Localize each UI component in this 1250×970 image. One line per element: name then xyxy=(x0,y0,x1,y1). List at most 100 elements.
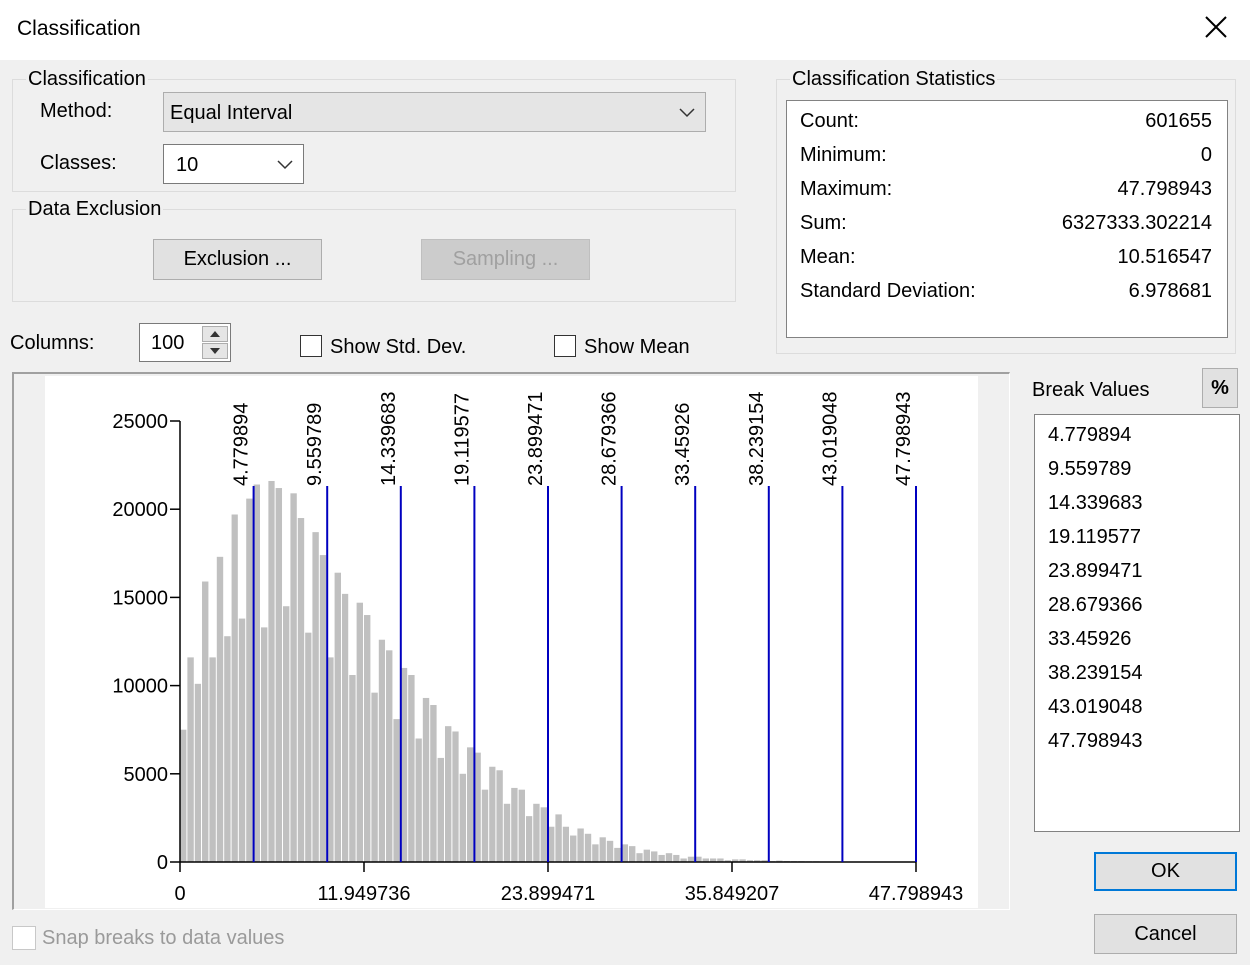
bar xyxy=(290,493,297,862)
stat-label: Sum: xyxy=(800,212,847,234)
bar xyxy=(717,858,724,862)
bar xyxy=(437,757,444,862)
bar xyxy=(584,833,592,862)
bar xyxy=(761,860,768,862)
bar xyxy=(518,789,525,862)
bar xyxy=(739,859,746,862)
statistics-group xyxy=(776,79,1236,354)
bar xyxy=(606,840,614,862)
group-legend: Data Exclusion xyxy=(26,198,164,220)
checkbox xyxy=(12,926,36,950)
bar xyxy=(673,854,680,862)
bar xyxy=(349,675,356,862)
bar xyxy=(452,731,459,862)
bar xyxy=(364,615,371,862)
checkbox-label: Show Std. Dev. xyxy=(330,336,467,358)
bar xyxy=(481,789,489,862)
window-edge xyxy=(0,965,1250,970)
bar xyxy=(496,770,503,862)
bar xyxy=(651,851,658,862)
bar xyxy=(540,807,548,862)
percent-button[interactable]: % xyxy=(1202,368,1238,408)
bar xyxy=(665,853,673,862)
stat-label: Minimum: xyxy=(800,144,887,166)
classes-combobox[interactable]: 10 xyxy=(163,144,304,184)
bar xyxy=(636,853,643,862)
break-value: 4.779894 xyxy=(1048,424,1132,446)
bar xyxy=(489,766,496,862)
bar xyxy=(386,650,393,862)
y-tick-label: 5000 xyxy=(124,764,169,786)
bar xyxy=(746,860,754,862)
bar xyxy=(283,606,290,862)
bar xyxy=(732,859,739,862)
bar xyxy=(629,846,636,862)
break-label: 28.679366 xyxy=(599,391,621,486)
bar xyxy=(511,787,518,862)
x-tick-label: 35.849207 xyxy=(685,883,780,905)
bar xyxy=(474,752,481,862)
bar xyxy=(180,729,187,862)
break-label: 47.798943 xyxy=(893,391,915,486)
bar xyxy=(400,667,408,862)
break-label: 9.559789 xyxy=(304,403,326,486)
bar xyxy=(260,627,268,862)
x-tick-label: 23.899471 xyxy=(501,883,596,905)
bar xyxy=(224,636,231,862)
break-label: 38.239154 xyxy=(746,391,768,486)
break-label: 14.339683 xyxy=(378,391,400,486)
statistics-box: Count: 601655 Minimum: 0 Maximum: 47.798943 Su… xyxy=(786,100,1228,338)
stat-label: Count: xyxy=(800,110,859,132)
columns-value: 100 xyxy=(151,332,185,354)
method-combobox[interactable]: Equal Interval xyxy=(163,92,706,132)
bar xyxy=(371,692,378,862)
stat-value: 10.516547 xyxy=(1117,246,1212,268)
bar xyxy=(548,826,555,862)
bar xyxy=(275,488,283,862)
x-tick-label: 47.798943 xyxy=(869,883,964,905)
bar xyxy=(253,484,260,862)
close-button[interactable] xyxy=(1204,15,1228,39)
y-tick-label: 25000 xyxy=(112,411,168,433)
stat-value: 6.978681 xyxy=(1128,280,1212,302)
bar xyxy=(680,858,687,862)
checkbox[interactable] xyxy=(554,335,576,357)
cancel-button[interactable]: Cancel xyxy=(1094,914,1237,954)
bar xyxy=(444,726,452,862)
bar xyxy=(503,803,511,862)
stat-label: Maximum: xyxy=(800,178,893,200)
columns-spinner[interactable]: 100 xyxy=(139,323,231,362)
bar xyxy=(570,835,577,862)
bar xyxy=(724,860,732,862)
columns-label: Columns: xyxy=(10,332,95,354)
bar xyxy=(658,854,665,862)
bar xyxy=(408,675,415,862)
histogram: 0 5000 10000 15000 20000 25000 0 11.949736 23.89… xyxy=(45,376,978,908)
stat-value: 47.798943 xyxy=(1117,178,1212,200)
break-value: 28.679366 xyxy=(1048,594,1143,616)
checkbox[interactable] xyxy=(300,335,322,357)
bar xyxy=(467,747,474,862)
ok-button[interactable]: OK xyxy=(1094,852,1237,891)
break-value: 38.239154 xyxy=(1048,662,1143,684)
break-value: 47.798943 xyxy=(1048,730,1143,752)
bar xyxy=(378,639,386,862)
break-label: 23.899471 xyxy=(525,391,547,486)
spinner-arrows[interactable] xyxy=(202,326,228,359)
bar xyxy=(709,858,717,862)
bar xyxy=(305,632,312,862)
break-value: 33.45926 xyxy=(1048,628,1132,650)
bar xyxy=(238,618,246,862)
dropdown-arrow xyxy=(679,108,695,118)
bar xyxy=(687,856,695,862)
exclusion-button[interactable]: Exclusion ... xyxy=(153,239,322,280)
bar xyxy=(327,657,334,862)
bar xyxy=(202,581,209,862)
bar xyxy=(555,814,562,862)
break-values-list[interactable]: 4.779894 9.559789 14.339683 19.119577 23.899… xyxy=(1034,414,1240,832)
bar xyxy=(533,803,540,862)
break-label: 33.45926 xyxy=(672,403,694,486)
bar xyxy=(209,657,216,862)
break-value: 19.119577 xyxy=(1048,526,1142,548)
